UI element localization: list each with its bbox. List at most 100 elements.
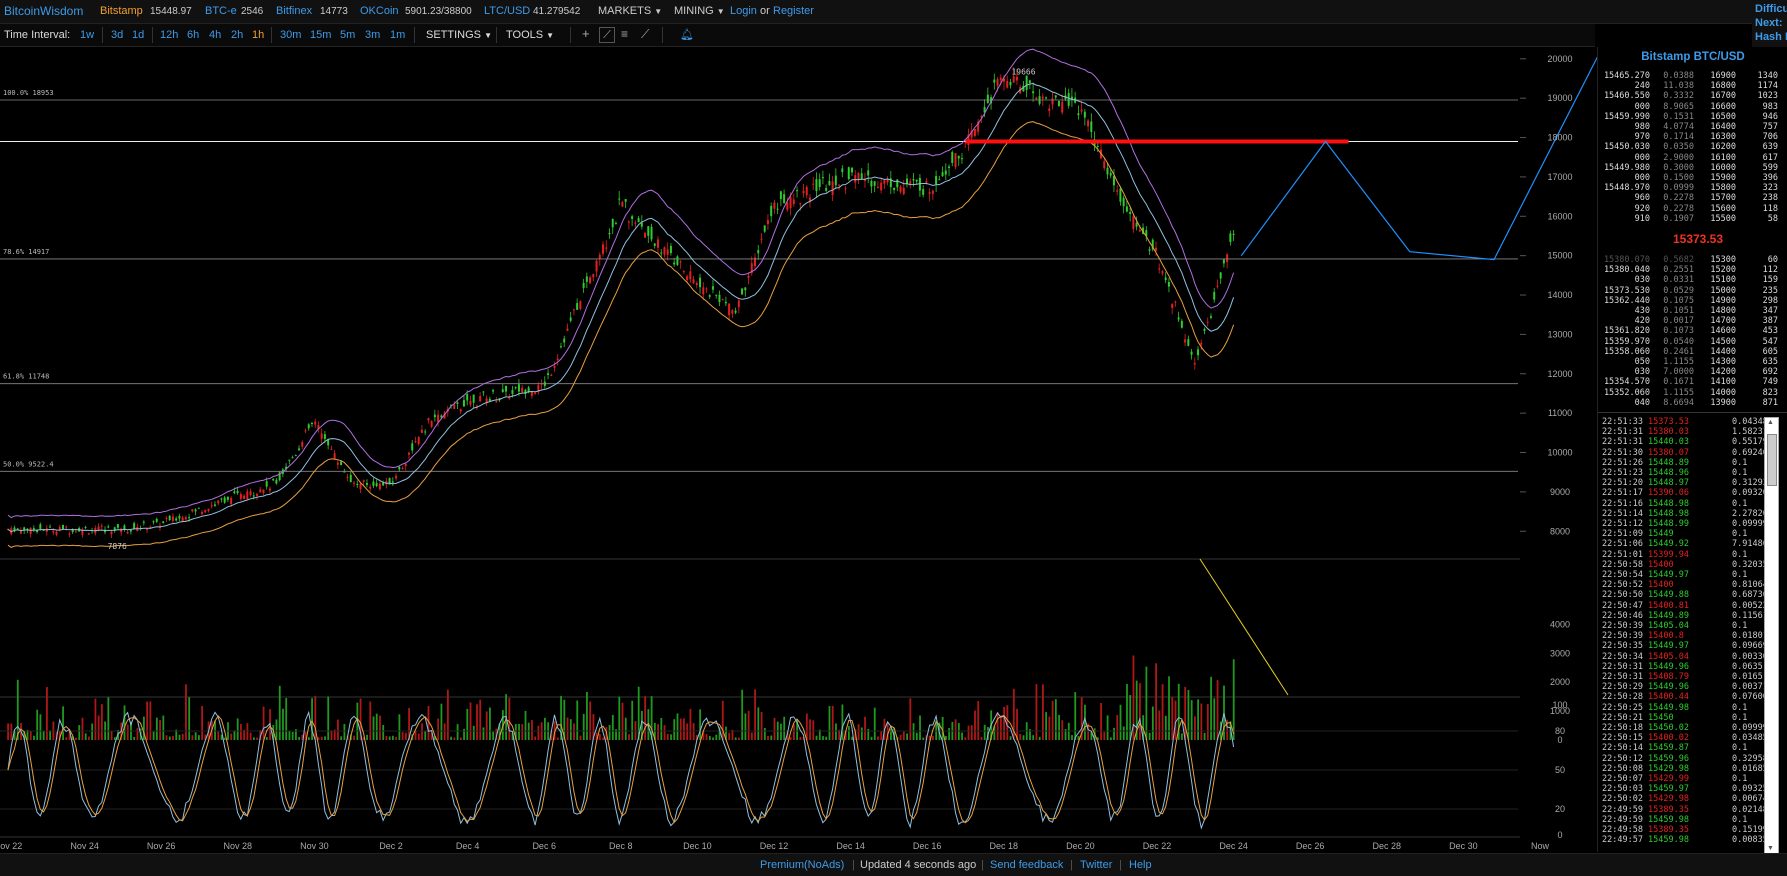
- line-tool-icon[interactable]: ⟋: [599, 27, 615, 43]
- interval-1w[interactable]: 1w: [80, 29, 95, 41]
- bid-row[interactable]: 15352.060 1.1155 14000 823: [1602, 388, 1782, 398]
- orderbook-cell: 15359.970: [1603, 336, 1650, 347]
- interval-12h[interactable]: 12h: [160, 29, 179, 41]
- volume-bar: [1155, 663, 1157, 740]
- bid-row[interactable]: 15380.070 0.5682 15300 60: [1602, 255, 1782, 265]
- interval-4h[interactable]: 4h: [209, 29, 222, 41]
- bid-row[interactable]: 050 1.1155 14300 635: [1602, 357, 1782, 367]
- bid-row[interactable]: 15362.440 0.1075 14900 298: [1602, 296, 1782, 306]
- trade-time: 22:50:39: [1602, 621, 1643, 631]
- hlines-icon[interactable]: ≡: [621, 27, 629, 41]
- market-btce[interactable]: BTC-e: [205, 5, 237, 17]
- trade-price: 15450.02: [1648, 723, 1689, 733]
- volume-bar: [466, 708, 469, 740]
- market-ltcusd[interactable]: LTC/USD: [484, 5, 531, 17]
- mining-menu[interactable]: MINING ▼: [674, 5, 725, 17]
- interval-1m[interactable]: 1m: [390, 29, 406, 41]
- ask-row[interactable]: 15460.550 0.3332 16700 1023: [1602, 91, 1782, 101]
- trade-amount: 0.1: [1732, 529, 1748, 540]
- ask-row[interactable]: 15448.970 0.0999 15800 323: [1602, 183, 1782, 193]
- interval-30m[interactable]: 30m: [280, 29, 302, 41]
- fib-tool-icon[interactable]: ⟋: [641, 27, 650, 41]
- bid-row[interactable]: 030 0.0331 15100 159: [1602, 275, 1782, 285]
- volume-bar: [780, 723, 782, 740]
- bid-row[interactable]: 420 0.0017 14700 387: [1602, 316, 1782, 326]
- scroll-down-icon[interactable]: ▼: [1767, 845, 1774, 852]
- ask-row[interactable]: 240 11.038 16800 1174: [1602, 81, 1782, 91]
- scroll-up-icon[interactable]: ▲: [1767, 419, 1774, 426]
- candle-body: [188, 517, 191, 519]
- price-chart[interactable]: 100.0% 18953 78.6% 14917 61.8% 11748 50.0% …: [0, 47, 1597, 853]
- twitter-link[interactable]: Twitter: [1080, 859, 1113, 871]
- interval-1d[interactable]: 1d: [132, 29, 145, 41]
- candle-body: [705, 288, 708, 290]
- ask-row[interactable]: 000 8.9065 16600 983: [1602, 102, 1782, 112]
- ask-row[interactable]: 15465.270 0.0388 16900 1340: [1602, 71, 1782, 81]
- bid-row[interactable]: 15359.970 0.0540 14500 547: [1602, 337, 1782, 347]
- trades-scrollbar[interactable]: ▲ ▼: [1764, 417, 1779, 854]
- register-link[interactable]: Register: [773, 5, 814, 17]
- login-link[interactable]: Login: [730, 5, 757, 17]
- market-okcoin[interactable]: OKCoin: [360, 5, 399, 17]
- trade-row: 22:50:03 15459.97 0.09325: [1602, 784, 1782, 794]
- fib-label: 100.0% 18953: [3, 89, 54, 97]
- volume-bar: [663, 725, 666, 740]
- interval-15m[interactable]: 15m: [310, 29, 332, 41]
- interval-1h[interactable]: 1h: [252, 29, 265, 41]
- ask-row[interactable]: 960 0.2278 15700 238: [1602, 193, 1782, 203]
- bid-row[interactable]: 15354.570 0.1671 14100 749: [1602, 377, 1782, 387]
- ask-row[interactable]: 000 2.9000 16100 617: [1602, 153, 1782, 163]
- volume-bar: [1096, 737, 1099, 740]
- interval-2h[interactable]: 2h: [231, 29, 244, 41]
- feedback-link[interactable]: Send feedback: [990, 859, 1064, 871]
- market-bitstamp[interactable]: Bitstamp: [100, 5, 143, 17]
- ask-row[interactable]: 970 0.1714 16300 706: [1602, 132, 1782, 142]
- volume-bar: [763, 727, 766, 740]
- crosshair-icon[interactable]: +: [582, 26, 590, 41]
- candle-body: [440, 415, 443, 418]
- interval-6h[interactable]: 6h: [187, 29, 200, 41]
- volume-tick-label: 4000: [1550, 619, 1570, 629]
- bid-row[interactable]: 430 0.1051 14800 347: [1602, 306, 1782, 316]
- ask-row[interactable]: 910 0.1907 15500 58: [1602, 214, 1782, 224]
- volume-bar: [712, 737, 714, 740]
- orderbook-cell: 0.1500: [1663, 173, 1694, 183]
- ask-row[interactable]: 15450.030 0.0350 16200 639: [1602, 142, 1782, 152]
- ask-row[interactable]: 980 4.0774 16400 757: [1602, 122, 1782, 132]
- brand-logo[interactable]: BitcoinWisdom: [4, 4, 84, 18]
- orderbook-cell: 0.0017: [1663, 316, 1694, 327]
- candle-body: [847, 167, 850, 180]
- trade-row: 22:51:26 15448.89 0.1: [1602, 458, 1782, 468]
- bid-row[interactable]: 15361.820 0.1073 14600 453: [1602, 326, 1782, 336]
- interval-5m[interactable]: 5m: [340, 29, 356, 41]
- bell-icon[interactable]: 🔔︎: [680, 29, 694, 41]
- market-bitfinex[interactable]: Bitfinex: [276, 5, 313, 17]
- bid-row[interactable]: 15380.040 0.2551 15200 112: [1602, 265, 1782, 275]
- markets-menu[interactable]: MARKETS ▼: [598, 5, 662, 17]
- scroll-thumb[interactable]: [1767, 434, 1777, 486]
- tools-menu[interactable]: TOOLS ▼: [506, 29, 554, 41]
- bid-row[interactable]: 15358.060 0.2461 14400 605: [1602, 347, 1782, 357]
- volume-bar: [683, 718, 685, 740]
- settings-menu[interactable]: SETTINGS ▼: [426, 29, 492, 41]
- bid-row[interactable]: 15373.530 0.0529 15000 235: [1602, 286, 1782, 296]
- ask-row[interactable]: 15449.980 0.3000 16000 599: [1602, 163, 1782, 173]
- bid-row[interactable]: 040 8.6694 13900 871: [1602, 398, 1782, 408]
- ask-row[interactable]: 15459.990 0.1531 16500 946: [1602, 112, 1782, 122]
- premium-link[interactable]: Premium(NoAds): [760, 859, 845, 871]
- volume-bar: [679, 718, 682, 740]
- candle-body: [317, 424, 320, 430]
- candle-body: [935, 176, 938, 185]
- ask-row[interactable]: 000 0.1500 15900 396: [1602, 173, 1782, 183]
- candle-body: [291, 457, 294, 459]
- orderbook-cell: 0.1531: [1663, 111, 1694, 122]
- ask-row[interactable]: 920 0.2278 15600 118: [1602, 204, 1782, 214]
- volume-bar: [867, 728, 870, 740]
- trade-time: 22:49:59: [1602, 804, 1643, 815]
- candle-body: [32, 528, 35, 530]
- orderbook-cell: 420: [1634, 316, 1650, 327]
- bid-row[interactable]: 030 7.0000 14200 692: [1602, 367, 1782, 377]
- help-link[interactable]: Help: [1129, 859, 1152, 871]
- interval-3d[interactable]: 3d: [111, 29, 124, 41]
- interval-3m[interactable]: 3m: [365, 29, 381, 41]
